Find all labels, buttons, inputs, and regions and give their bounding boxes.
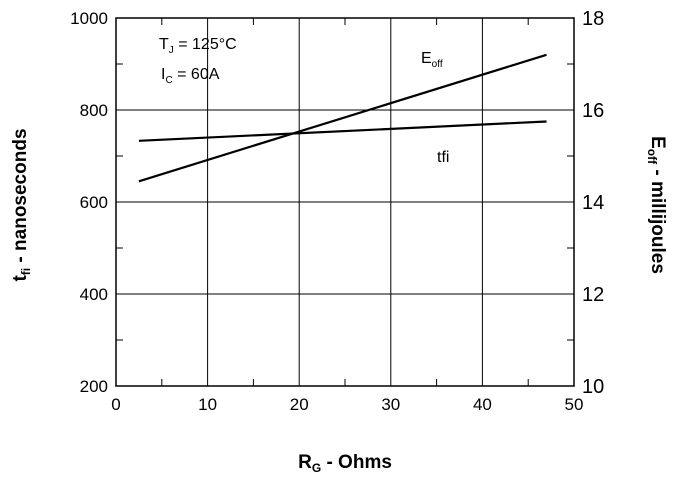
x-tick-label: 0 (111, 395, 120, 414)
y-tick-label: 400 (80, 285, 108, 304)
x-tick-label: 40 (473, 395, 492, 414)
series-label-tfi: tfi (437, 149, 449, 166)
x-tick-label: 30 (381, 395, 400, 414)
y-tick-label: 200 (80, 377, 108, 396)
series-label-eoff: Eoff (421, 50, 443, 70)
y-tick-labels: 200 400 600 800 1000 (70, 9, 108, 396)
x-axis-title: RG - Ohms (298, 452, 392, 475)
y-tick-label: 1000 (70, 9, 108, 28)
series-line-tfi (138, 120, 547, 142)
series-line-eoff (138, 53, 547, 183)
y-tick-label: 600 (80, 193, 108, 212)
y2-tick-label: 12 (582, 284, 604, 306)
x-tick-label: 20 (290, 395, 309, 414)
x-tick-labels: 0 10 20 30 40 50 (111, 395, 583, 414)
y2-tick-label: 18 (582, 8, 604, 30)
y2-tick-labels: 10 12 14 16 18 (582, 8, 604, 398)
y2-tick-label: 16 (582, 100, 604, 122)
x-tick-label: 10 (198, 395, 217, 414)
grid (116, 18, 574, 386)
series-lines (138, 53, 547, 183)
condition-ic: IC = 60A (161, 66, 220, 86)
y2-axis-title: Eoff - millijoules (645, 136, 668, 274)
tick-marks (116, 18, 574, 386)
x-tick-label: 50 (565, 395, 584, 414)
condition-tj: TJ = 125°C (159, 36, 237, 56)
y2-tick-label: 10 (582, 376, 604, 398)
y-tick-label: 800 (80, 101, 108, 120)
y-axis-title: tfi - nanoseconds (10, 128, 33, 281)
y2-tick-label: 14 (582, 192, 604, 214)
